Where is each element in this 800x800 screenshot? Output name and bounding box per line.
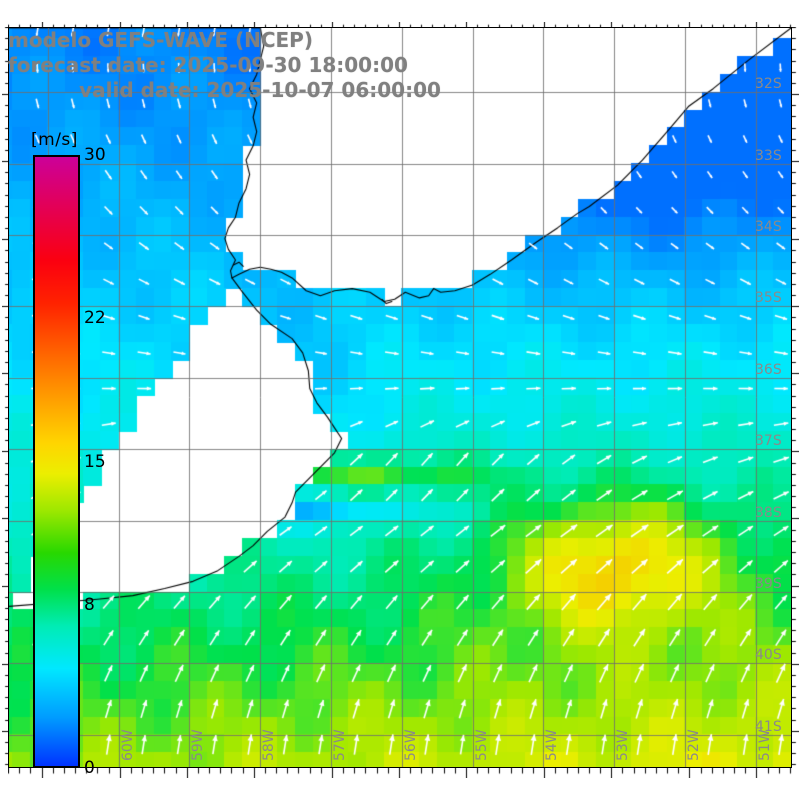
top-tick-rail	[8, 22, 792, 28]
bottom-tick-rail	[8, 768, 792, 778]
colorbar-tick-30: 30	[84, 145, 106, 165]
colorbar-tick-15: 15	[84, 451, 106, 472]
colorbar-unit-label: [m/s]	[31, 130, 78, 150]
wind-field	[9, 28, 791, 767]
wind-direction-arrows-layer	[9, 28, 791, 767]
colorbar-tick-22: 22	[84, 308, 106, 329]
colorbar	[33, 155, 80, 768]
map-plot-area[interactable]: 32S33S34S35S36S37S38S39S40S41S61W60W59W5…	[8, 27, 792, 768]
left-tick-rail	[2, 27, 9, 768]
right-tick-rail	[792, 27, 799, 768]
colorbar-tick-8: 8	[84, 594, 95, 615]
colorbar-tick-0: 0	[84, 758, 95, 778]
